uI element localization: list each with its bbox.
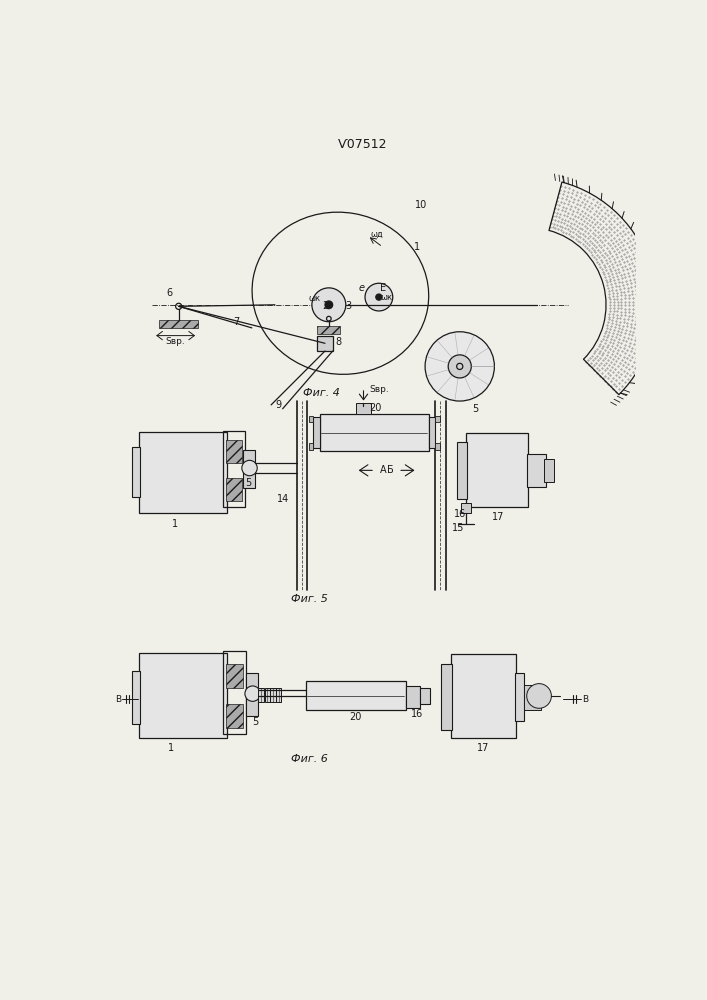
Circle shape xyxy=(425,332,494,401)
Text: 14: 14 xyxy=(276,494,288,504)
Text: 7: 7 xyxy=(233,317,240,327)
Bar xyxy=(457,442,467,499)
Text: Sвр.: Sвр. xyxy=(369,385,389,394)
Bar xyxy=(544,459,554,482)
Bar xyxy=(313,417,320,448)
Text: 8: 8 xyxy=(336,337,342,347)
Bar xyxy=(226,478,242,501)
Text: 9: 9 xyxy=(276,400,282,410)
Bar xyxy=(223,431,245,507)
Bar xyxy=(441,664,452,730)
Bar xyxy=(356,403,371,414)
Text: 5: 5 xyxy=(245,478,252,488)
Bar xyxy=(305,681,406,710)
Circle shape xyxy=(365,283,393,311)
Bar xyxy=(429,417,435,448)
Bar xyxy=(317,336,333,351)
Text: 17: 17 xyxy=(492,512,504,522)
Text: Фиг. 6: Фиг. 6 xyxy=(291,754,328,764)
Circle shape xyxy=(448,355,472,378)
Text: ωд: ωд xyxy=(370,229,383,238)
Text: 20: 20 xyxy=(349,712,362,722)
Bar xyxy=(527,454,546,487)
Circle shape xyxy=(245,686,260,701)
Bar xyxy=(450,654,516,738)
Text: 6: 6 xyxy=(166,288,173,298)
Text: Б: Б xyxy=(387,465,394,475)
Text: 10: 10 xyxy=(415,200,427,210)
Text: Фиг. 5: Фиг. 5 xyxy=(291,594,328,604)
Bar xyxy=(276,688,281,702)
Bar xyxy=(320,414,429,451)
Circle shape xyxy=(376,294,382,300)
Text: 15: 15 xyxy=(452,523,464,533)
Bar xyxy=(160,320,198,328)
Text: 1: 1 xyxy=(172,519,178,529)
Bar xyxy=(466,433,527,507)
Text: 2: 2 xyxy=(322,301,328,311)
Bar xyxy=(139,432,227,513)
Bar xyxy=(317,326,340,334)
Text: 5: 5 xyxy=(252,717,258,727)
Bar xyxy=(265,688,269,702)
Text: 1: 1 xyxy=(414,242,421,252)
Bar xyxy=(309,443,313,450)
Bar xyxy=(243,450,255,488)
Bar xyxy=(226,664,243,688)
Bar xyxy=(223,651,247,734)
Text: e: e xyxy=(359,283,365,293)
Bar xyxy=(258,688,264,702)
Text: 17: 17 xyxy=(477,743,489,753)
Bar xyxy=(461,503,471,513)
Bar xyxy=(435,443,440,450)
Bar xyxy=(435,416,440,422)
Circle shape xyxy=(325,301,333,309)
Text: B: B xyxy=(582,695,588,704)
Text: 20: 20 xyxy=(369,403,381,413)
Text: 16: 16 xyxy=(454,509,466,519)
Bar xyxy=(524,685,541,710)
Circle shape xyxy=(242,460,257,476)
Text: 1: 1 xyxy=(168,743,174,753)
Bar xyxy=(132,447,140,497)
Text: B: B xyxy=(115,695,122,704)
Bar xyxy=(515,673,525,721)
Text: Sвр.: Sвр. xyxy=(165,337,185,346)
Bar xyxy=(420,688,431,704)
Text: A: A xyxy=(380,465,386,475)
Text: ωк: ωк xyxy=(380,293,392,302)
Bar xyxy=(132,671,140,724)
Bar xyxy=(309,416,313,422)
Text: 3: 3 xyxy=(346,301,352,311)
Bar xyxy=(226,704,243,728)
Bar xyxy=(226,440,242,463)
Text: Фиг. 4: Фиг. 4 xyxy=(303,388,339,398)
Text: ωк: ωк xyxy=(309,294,321,303)
Circle shape xyxy=(312,288,346,322)
Bar xyxy=(139,653,227,738)
Text: 5: 5 xyxy=(472,404,478,414)
Text: 16: 16 xyxy=(411,709,423,719)
Bar xyxy=(246,673,258,716)
Circle shape xyxy=(527,684,551,708)
Text: Ѵ07512: Ѵ07512 xyxy=(338,138,387,151)
Text: E: E xyxy=(380,283,387,293)
Bar xyxy=(270,688,276,702)
Bar xyxy=(406,686,420,708)
